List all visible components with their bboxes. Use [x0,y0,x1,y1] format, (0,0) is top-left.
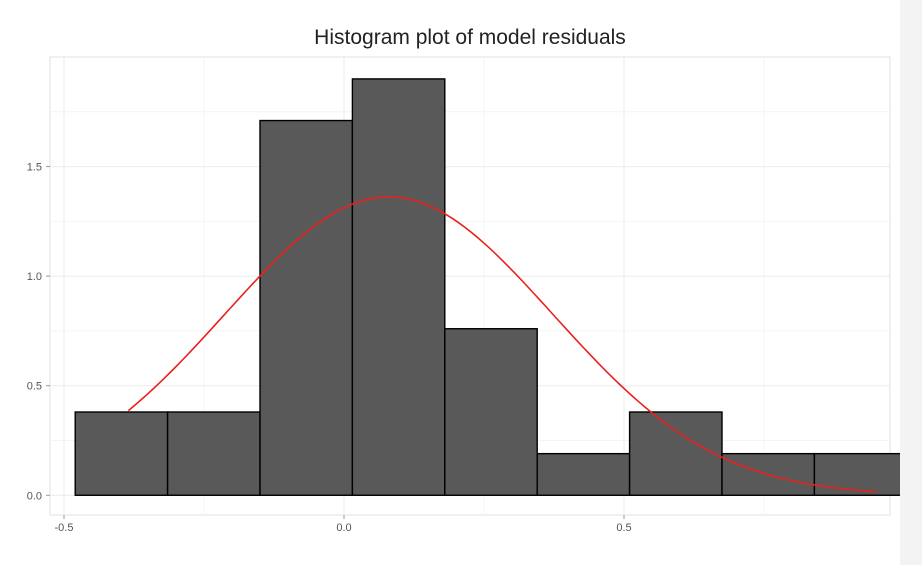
density-curve-layer [127,196,877,493]
y-tick-label: 0.0 [27,490,42,502]
histogram-bars [74,78,900,496]
x-tick-label: -0.5 [55,522,74,534]
histogram-bar [74,411,169,496]
y-tick-label: 0.5 [27,381,42,393]
scrollbar-strip [900,0,922,565]
histogram-bar [259,119,354,496]
histogram-bar [813,452,900,496]
y-tick-label: 1.0 [27,271,42,283]
chart-title: Histogram plot of model residuals [314,26,626,49]
histogram-bar [351,78,446,496]
x-tick-label: 0.0 [336,522,351,534]
histogram-bar [166,411,261,496]
histogram-bar [536,452,631,496]
histogram-bar [444,328,538,496]
axis-ticks: -0.5 0.0 0.5 0.0 0.5 1.0 1.5 [27,162,632,534]
density-curve [127,196,877,493]
y-tick-label: 1.5 [27,162,42,174]
x-tick-label: 0.5 [616,522,631,534]
histogram-bar [628,411,723,496]
histogram-chart: Histogram plot of model residuals -0.5 0.… [27,26,900,534]
